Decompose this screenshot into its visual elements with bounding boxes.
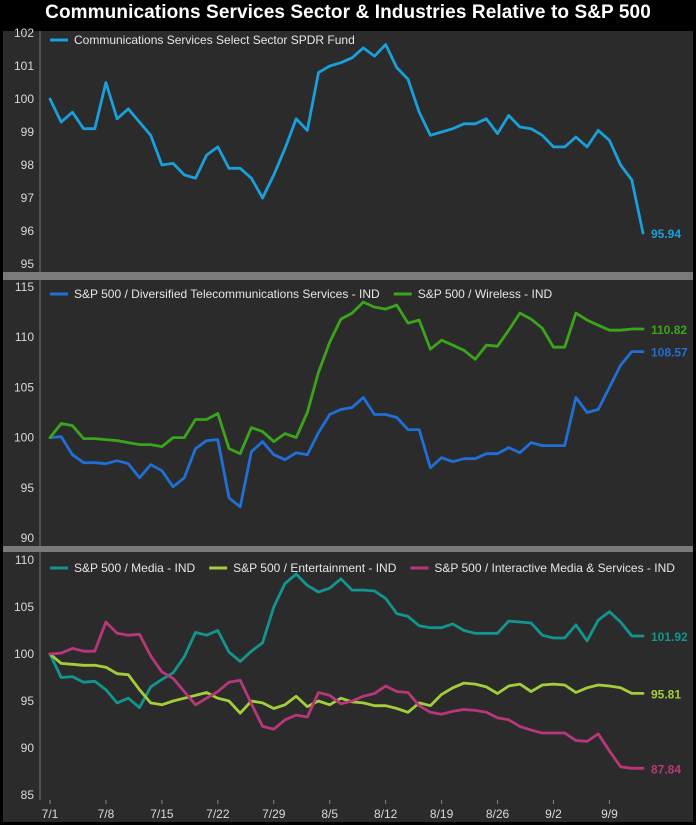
legend-entry: S&P 500 / Interactive Media & Services -… (434, 561, 675, 575)
series-end-label: 87.84 (651, 762, 681, 776)
y-tick-label: 110 (15, 330, 34, 344)
y-tick-label: 100 (14, 647, 34, 661)
panel-separator (3, 272, 693, 280)
x-axis-background (3, 800, 693, 822)
series-end-label: 95.94 (651, 227, 681, 241)
panel-2-background (3, 280, 693, 546)
y-tick-label: 90 (21, 531, 35, 545)
series-line (48, 652, 645, 715)
y-tick-label: 99 (21, 125, 35, 139)
y-tick-label: 97 (21, 191, 35, 205)
panel-separator (3, 546, 693, 552)
series-line (48, 43, 645, 235)
legend-entry: S&P 500 / Wireless - IND (418, 287, 553, 301)
chart-title: Communications Services Sector & Industr… (45, 2, 651, 23)
y-tick-label: 95 (21, 481, 35, 495)
series-end-label: 101.92 (651, 630, 688, 644)
x-tick-label: 9/2 (545, 807, 562, 821)
x-tick-label: 9/9 (601, 807, 618, 821)
y-tick-label: 100 (14, 92, 34, 106)
x-tick-label: 7/1 (42, 807, 59, 821)
x-tick-label: 8/12 (374, 807, 398, 821)
x-tick-label: 8/5 (321, 807, 338, 821)
y-tick-label: 90 (21, 741, 35, 755)
y-tick-label: 95 (21, 694, 35, 708)
y-tick-label: 101 (14, 59, 34, 73)
series-line (48, 300, 645, 456)
panel-3-background (3, 552, 693, 800)
series-end-label: 108.57 (651, 346, 688, 360)
x-tick-label: 8/26 (486, 807, 510, 821)
y-tick-label: 110 (15, 553, 34, 567)
y-tick-label: 85 (21, 788, 35, 802)
y-tick-label: 115 (15, 280, 34, 294)
y-tick-label: 105 (14, 600, 34, 614)
legend-entry: S&P 500 / Diversified Telecommunications… (74, 287, 380, 301)
series-line (48, 620, 645, 770)
series-end-label: 95.81 (651, 687, 681, 701)
x-tick-label: 7/29 (262, 807, 286, 821)
series-line (48, 350, 645, 509)
y-tick-label: 98 (21, 158, 35, 172)
x-tick-label: 7/8 (98, 807, 115, 821)
legend-entry: Communications Services Select Sector SP… (74, 33, 355, 47)
y-tick-label: 102 (14, 26, 34, 40)
y-tick-label: 96 (21, 224, 35, 238)
y-tick-label: 100 (14, 431, 34, 445)
series-line (48, 572, 645, 709)
x-tick-label: 8/19 (430, 807, 454, 821)
legend-entry: S&P 500 / Media - IND (74, 561, 196, 575)
legend-entry: S&P 500 / Entertainment - IND (233, 561, 397, 575)
series-end-label: 110.82 (651, 323, 687, 337)
x-tick-label: 7/15 (150, 807, 174, 821)
y-tick-label: 95 (21, 257, 35, 271)
y-tick-label: 105 (14, 380, 34, 394)
panel-1-background (3, 31, 693, 272)
x-tick-label: 7/22 (206, 807, 230, 821)
